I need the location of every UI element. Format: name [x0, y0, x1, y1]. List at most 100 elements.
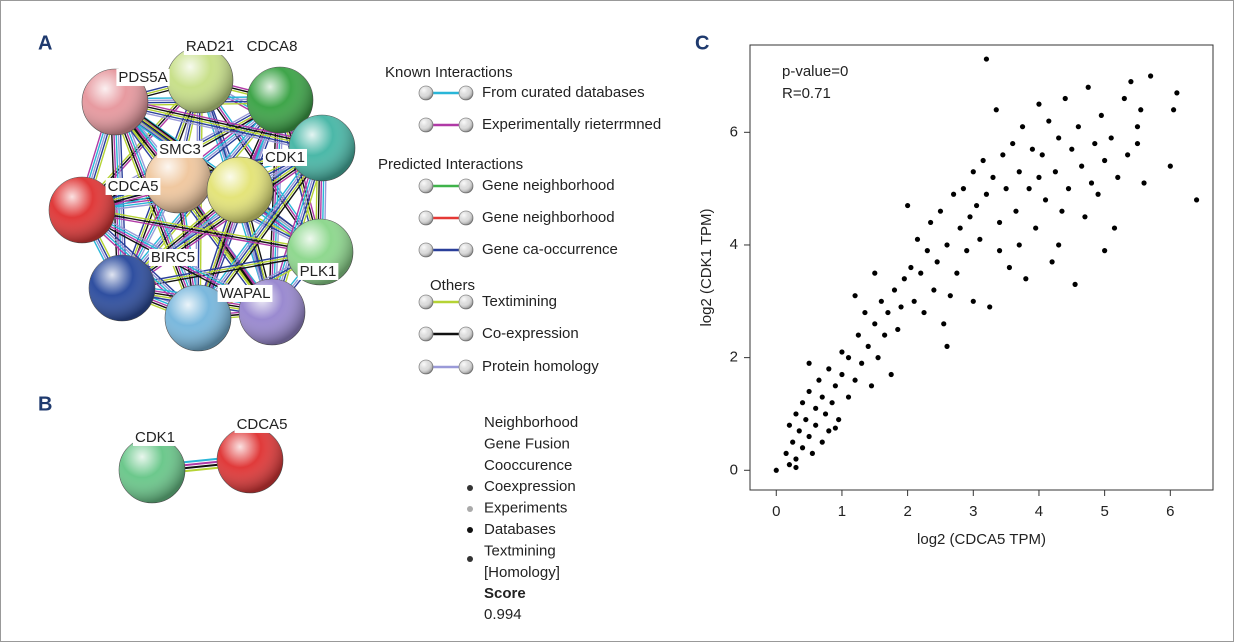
- edge: [81, 211, 320, 255]
- point: [914, 236, 921, 242]
- point: [1193, 197, 1200, 203]
- node-label-box: [132, 428, 178, 446]
- edge: [124, 151, 325, 293]
- point: [1098, 112, 1104, 119]
- point: [1088, 180, 1095, 186]
- legend: Known Interactions From curated databases…: [378, 64, 661, 375]
- point: [1000, 152, 1006, 158]
- point: [1036, 174, 1042, 180]
- point: [1065, 186, 1072, 192]
- point: [1019, 124, 1026, 130]
- point: [826, 366, 832, 372]
- point: [895, 326, 901, 333]
- point: [901, 276, 907, 282]
- point: [1016, 242, 1022, 248]
- node-shine: [89, 255, 155, 321]
- point: [1052, 169, 1058, 175]
- legend-node-shine: [459, 118, 473, 132]
- point: [1121, 95, 1127, 102]
- point: [1079, 163, 1085, 169]
- edge: [195, 146, 321, 318]
- legend-node-shine: [459, 86, 473, 100]
- point: [816, 377, 822, 383]
- node-shine: [119, 437, 185, 503]
- point: [1115, 174, 1121, 180]
- point: [1046, 118, 1052, 124]
- point: [836, 416, 842, 423]
- point: [839, 349, 845, 355]
- point: [799, 400, 806, 406]
- point: [1092, 140, 1098, 147]
- point: [954, 270, 960, 276]
- point: [1006, 264, 1013, 271]
- panel-label: C: [695, 32, 709, 54]
- point: [1042, 197, 1049, 203]
- point: [898, 304, 904, 310]
- point: [950, 191, 957, 197]
- point: [960, 186, 967, 192]
- edge: [122, 149, 324, 291]
- point: [908, 264, 914, 271]
- point: [845, 394, 852, 400]
- x-tick-label: 3: [969, 503, 977, 520]
- legend-node-shine: [419, 243, 433, 257]
- edge: [193, 144, 320, 316]
- legend-node-shine: [419, 211, 433, 225]
- legend-label: Gene neighborhood: [482, 177, 615, 194]
- point: [1039, 152, 1045, 158]
- node-label: CDCA5: [237, 416, 288, 433]
- y-tick-label: 6: [730, 123, 738, 140]
- point: [888, 371, 894, 378]
- point: [1102, 157, 1108, 164]
- node-label-box: [157, 140, 203, 158]
- point: [918, 270, 924, 276]
- node-shine: [207, 157, 273, 223]
- evidence-label: Cooccurence: [484, 457, 572, 474]
- x-tick-label: 2: [903, 503, 911, 520]
- point: [1013, 208, 1019, 214]
- point: [970, 298, 976, 304]
- point: [875, 355, 881, 361]
- edge: [82, 207, 321, 251]
- evidence-label: Textmining: [484, 542, 556, 559]
- point: [855, 332, 861, 338]
- edge: [113, 105, 322, 153]
- legend-title: Known Interactions: [385, 64, 513, 81]
- point: [865, 343, 871, 349]
- point: [980, 157, 986, 164]
- legend-label: From curated databases: [482, 84, 645, 101]
- legend-node-shine: [459, 211, 473, 225]
- y-tick-label: 2: [730, 349, 738, 366]
- point: [1059, 208, 1065, 214]
- point: [987, 304, 993, 310]
- point: [1095, 191, 1101, 197]
- point: [790, 439, 796, 445]
- x-tick-label: 1: [838, 503, 846, 520]
- legend-node-shine: [459, 179, 473, 193]
- point: [1069, 146, 1075, 152]
- point: [1138, 107, 1144, 113]
- legend-node-shine: [459, 295, 473, 309]
- edge: [81, 209, 321, 253]
- node-label: PLK1: [300, 263, 337, 280]
- point: [1072, 281, 1078, 287]
- evidence-dot: [467, 556, 473, 562]
- point: [970, 169, 976, 175]
- panel-label: A: [38, 32, 52, 54]
- node-label: PDS5A: [118, 69, 167, 86]
- point: [786, 462, 793, 468]
- node-label-box: [183, 37, 237, 55]
- point: [822, 411, 829, 417]
- point: [1056, 135, 1062, 141]
- point: [1026, 186, 1032, 192]
- point: [1170, 107, 1177, 113]
- point: [829, 400, 835, 406]
- point: [809, 450, 815, 456]
- point: [783, 450, 789, 456]
- node-label-box: [116, 68, 170, 86]
- point: [799, 445, 806, 451]
- point: [786, 422, 793, 428]
- edge: [122, 253, 321, 291]
- evidence-dot: [467, 485, 473, 491]
- node-label-box: [244, 37, 300, 55]
